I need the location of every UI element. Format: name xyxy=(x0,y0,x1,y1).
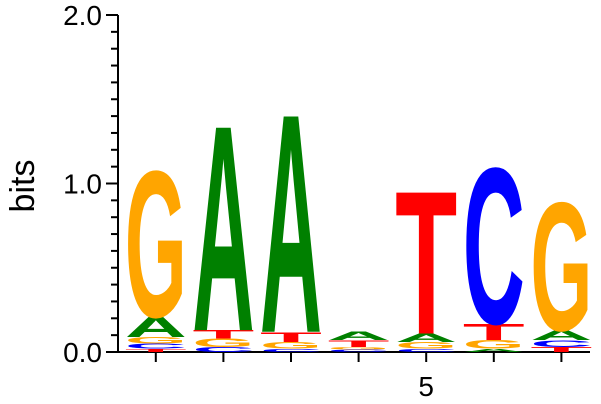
letter-glyph: C xyxy=(192,346,254,354)
logo-letter-T: T xyxy=(125,348,187,353)
letter-glyph: C xyxy=(260,348,322,353)
logo-letter-C: C xyxy=(125,342,187,350)
logo-letter-A: A xyxy=(260,48,322,399)
logo-letter-A: A xyxy=(463,348,525,353)
letter-glyph: C xyxy=(530,338,592,348)
logo-letter-G: G xyxy=(395,340,457,350)
logo-letter-C: C xyxy=(192,346,254,354)
logo-letter-T: T xyxy=(395,150,457,378)
logo-letter-C: C xyxy=(395,348,457,353)
letter-glyph: G xyxy=(192,336,254,349)
letter-glyph: G xyxy=(125,128,187,362)
x-axis: 5 xyxy=(118,351,590,402)
logo-letter-G: G xyxy=(192,336,254,349)
logo-letter-G: G xyxy=(125,335,187,345)
logo-letter-G: G xyxy=(328,346,390,350)
letter-glyph: A xyxy=(192,64,254,393)
logo-letter-G: G xyxy=(463,338,525,351)
logo-letter-G: G xyxy=(530,164,592,369)
letter-glyph: T xyxy=(328,339,390,349)
logo-letter-T: T xyxy=(530,346,592,354)
y-tick-label: 2.0 xyxy=(63,0,102,31)
logo-letter-T: T xyxy=(463,319,525,346)
logo-letter-C: C xyxy=(328,349,390,353)
letter-glyph: A xyxy=(260,48,322,399)
logo-letter-A: A xyxy=(328,330,390,343)
y-axis-label: bits xyxy=(4,160,42,213)
letter-glyph: A xyxy=(463,348,525,353)
letter-glyph: T xyxy=(192,328,254,341)
letter-glyph: A xyxy=(328,330,390,343)
letter-glyph: C xyxy=(395,348,457,353)
letter-glyph: G xyxy=(395,340,457,350)
letter-glyph: G xyxy=(328,346,390,350)
letter-glyph: G xyxy=(463,338,525,351)
letter-glyph: G xyxy=(260,340,322,350)
letter-glyph: T xyxy=(463,319,525,346)
letter-glyph: T xyxy=(125,348,187,353)
letter-glyph: G xyxy=(530,164,592,369)
logo-letter-T: T xyxy=(192,328,254,341)
logo-letter-A: A xyxy=(530,328,592,344)
logo-letter-A: A xyxy=(192,64,254,393)
logo-letter-A: A xyxy=(125,311,187,343)
letter-glyph: T xyxy=(260,329,322,345)
letter-glyph: A xyxy=(125,311,187,343)
logo-letter-T: T xyxy=(260,329,322,345)
logo-letter-C: C xyxy=(530,338,592,348)
x-tick-label: 5 xyxy=(418,371,434,402)
letter-glyph: G xyxy=(125,335,187,345)
logo-letter-G: G xyxy=(125,128,187,362)
letter-glyph: T xyxy=(395,150,457,378)
y-tick-label: 0.0 xyxy=(63,337,102,368)
logo-letter-T: T xyxy=(328,339,390,349)
letter-glyph: C xyxy=(125,342,187,350)
logo-letter-C: C xyxy=(260,348,322,353)
letter-glyph: C xyxy=(463,121,525,371)
logo-letter-C: C xyxy=(463,121,525,371)
letter-glyph: C xyxy=(328,349,390,353)
logo-letter-A: A xyxy=(395,331,457,344)
letter-glyph: T xyxy=(530,346,592,354)
logo-letter-G: G xyxy=(260,340,322,350)
letter-glyph: A xyxy=(395,331,457,344)
y-tick-label: 1.0 xyxy=(63,169,102,200)
y-axis: 0.0 1.0 2.0 xyxy=(63,0,119,368)
letter-glyph: A xyxy=(530,328,592,344)
